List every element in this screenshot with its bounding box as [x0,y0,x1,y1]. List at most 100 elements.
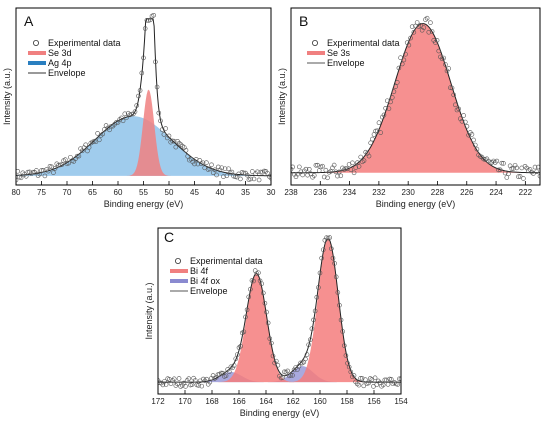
experimental-data-point [148,17,153,23]
experimental-data-point [224,173,230,179]
experimental-data-point [517,174,523,179]
experimental-data-point [238,343,243,349]
experimental-data-point [250,169,255,174]
x-axis-title: Binding energy (eV) [376,199,456,209]
experimental-data-point [285,368,290,374]
experimental-data-point [389,95,395,100]
experimental-data-point [343,166,349,171]
experimental-data-point [207,166,213,172]
experimental-data-point [303,166,309,172]
experimental-data-point [373,128,378,134]
experimental-data-point [388,99,393,105]
experimental-data-point [244,172,250,178]
experimental-data-point [337,303,342,308]
experimental-data-point [186,376,192,381]
experimental-data-point [307,337,313,342]
experimental-data-point [383,106,388,111]
experimental-data-point [378,130,383,135]
experimental-data-point [494,158,500,164]
legend-marker-icon [174,257,181,264]
experimental-data-point [382,377,388,383]
component-peak-bi-4f-ox-5-2 [158,371,401,383]
experimental-data-point [68,154,73,160]
experimental-data-point [244,307,250,313]
experimental-data-point [226,369,232,374]
experimental-data-point [335,173,340,179]
experimental-data-point [345,166,350,172]
experimental-data-point [202,378,208,384]
legend-label: Envelope [190,286,228,296]
experimental-data-point [497,167,503,173]
experimental-data-point [188,382,193,388]
experimental-data-point [403,51,408,57]
experimental-data-point [366,380,371,386]
experimental-data-point [340,329,345,334]
experimental-data-point [275,362,281,368]
experimental-data-point [209,162,214,168]
experimental-data-point [139,70,145,76]
experimental-data-point [151,13,156,18]
experimental-data-point [327,235,333,240]
experimental-data-point [251,278,256,284]
experimental-data-point [236,345,242,350]
experimental-data-point [384,98,390,104]
experimental-data-point [336,169,342,175]
experimental-data-point [406,42,412,48]
experimental-data-point [134,103,139,108]
x-tick-label: 172 [151,397,165,406]
experimental-data-point [453,102,458,108]
x-tick-label: 50 [165,188,174,197]
experimental-data-point [333,274,339,280]
experimental-data-point [161,132,167,137]
experimental-data-point [311,317,316,323]
experimental-data-point [122,111,128,117]
experimental-data-point [329,246,334,251]
experimental-data-point [52,166,58,171]
x-tick-label: 158 [340,397,354,406]
legend-swatch-icon [307,51,325,55]
experimental-data-point [175,381,180,387]
experimental-data-point [320,247,326,253]
experimental-data-point [265,320,271,326]
chart-panel-c: 172 170 168 166 164 162 160 158 156 154 Binding en… [144,227,408,418]
experimental-data-point [330,255,336,261]
component-peak-bi-4f-7-2 [158,239,401,383]
legend-label: Experimental data [48,38,121,48]
legend-label: Experimental data [327,38,400,48]
component-peak-se-3s [291,23,540,173]
x-tick-label: 224 [489,188,503,197]
experimental-data-point [401,57,407,63]
experimental-data-point [124,115,129,120]
experimental-data-point [358,376,363,381]
experimental-data-point [23,173,29,179]
x-tick-label: 156 [367,397,381,406]
experimental-data-point [185,153,190,159]
experimental-data-point [532,164,538,170]
experimental-data-point [358,154,364,160]
experimental-data-point [226,166,231,172]
legend-marker-icon [311,40,318,47]
experimental-data-point [469,132,475,137]
experimental-data-point [436,48,442,54]
panel-label: A [24,13,34,29]
experimental-data-point [280,375,286,380]
experimental-data-point [223,373,229,379]
experimental-data-point [376,120,382,125]
experimental-data-point [132,109,138,114]
experimental-data-point [514,165,520,171]
experimental-data-point [255,169,260,175]
experimental-data-point [303,356,308,362]
experimental-data-point [534,169,539,175]
legend-swatch-icon [28,51,46,55]
experimental-data-point [100,131,105,137]
experimental-data-point [268,175,271,181]
experimental-data-point [136,93,141,99]
experimental-data-point [195,161,201,167]
experimental-data-point [361,383,367,389]
experimental-data-point [306,342,311,348]
experimental-data-point [219,165,224,171]
experimental-data-point [86,145,92,150]
experimental-data-point [292,171,297,177]
experimental-data-point [204,376,209,382]
